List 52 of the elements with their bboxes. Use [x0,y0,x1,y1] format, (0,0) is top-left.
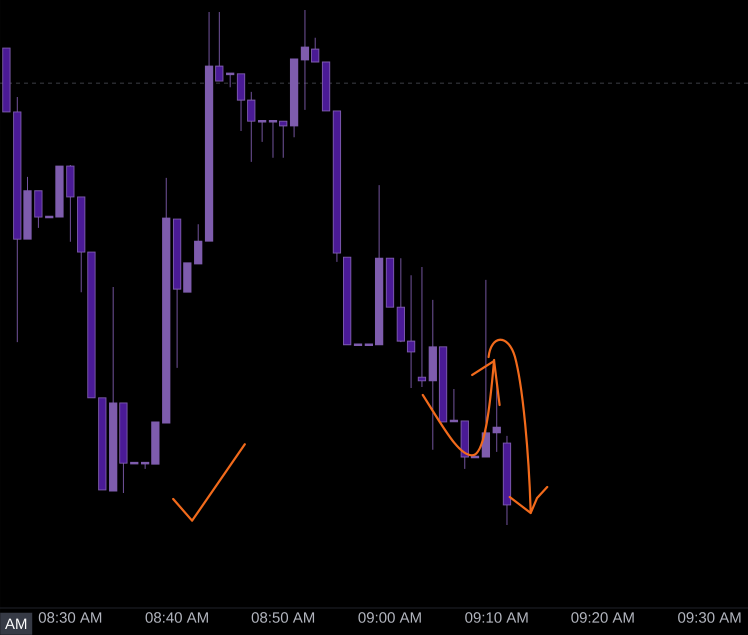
candlestick [194,224,202,264]
x-tick-label: 08:50 AM [252,612,314,623]
candlestick [119,402,128,494]
candlestick [386,258,394,308]
candlestick [98,397,106,490]
candlestick [502,435,512,526]
candlestick [482,279,490,458]
candlestick [311,37,320,62]
candlestick [343,256,352,346]
candlestick [23,176,32,240]
candlestick [162,177,170,424]
candlestick [406,274,416,388]
candlestick [226,72,234,88]
candlestick [300,10,310,110]
candlestick [66,164,74,242]
candlestick [45,216,54,218]
candlestick [55,166,64,218]
x-tick-label: 08:40 AM [146,612,208,623]
candlestick [236,73,246,132]
x-tick-label: 08:30 AM [38,612,102,623]
text: AM [4,618,26,629]
x-tick-label: 09:00 AM [358,612,421,623]
candlestick [470,456,480,458]
candlestick [332,110,342,262]
candlestick [87,252,96,398]
candlestick [354,343,362,346]
candlestick [2,48,11,112]
candlestick [450,388,458,422]
candlestick [13,96,22,343]
candlestick [215,12,224,82]
candlestick [290,58,298,138]
candlestick [34,190,42,228]
candlestick [322,62,330,112]
candlestick [183,262,192,293]
candlestick [172,218,182,368]
candlestick [109,286,118,492]
candlestick [428,299,437,450]
x-tick-label: 09:10 AM [465,612,528,623]
candlestick [247,91,256,162]
candlestick [374,184,384,346]
candlestick [258,120,266,142]
x-tick-label: 09:20 AM [571,612,634,623]
candlestick [268,120,278,158]
candlestick [418,266,426,388]
candlestick [396,258,405,343]
candlestick [364,343,374,346]
candlestick [204,12,214,242]
candlestick [130,462,138,464]
candlestick [77,196,86,293]
candlestick [460,420,469,470]
x-tick-label: 09:30 AM [678,612,740,623]
candlestick [438,346,448,422]
